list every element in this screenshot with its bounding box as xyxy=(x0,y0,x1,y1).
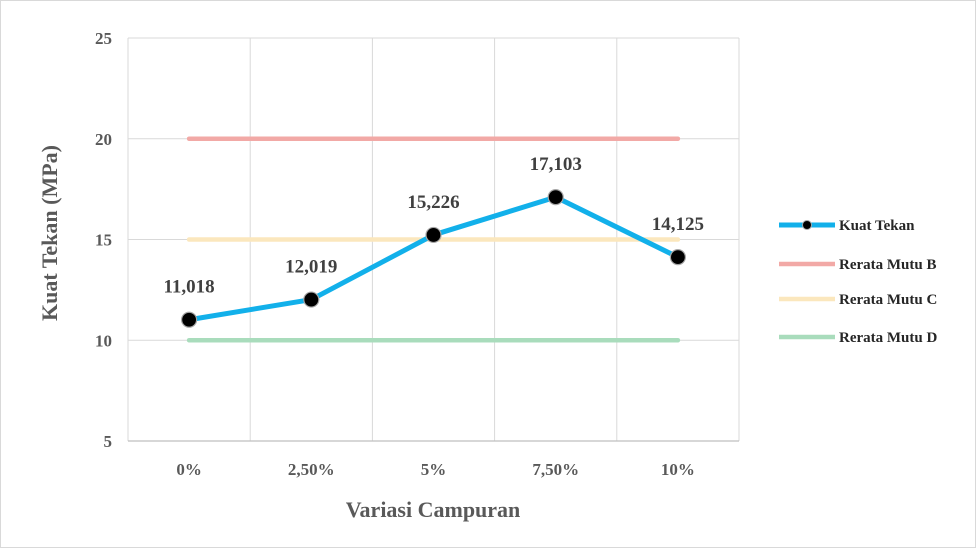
y-tick-label: 20 xyxy=(95,130,112,149)
x-tick-label: 7,50% xyxy=(532,460,579,479)
data-label: 14,125 xyxy=(652,214,704,235)
data-label: 15,226 xyxy=(407,192,459,213)
y-tick-label: 15 xyxy=(95,231,112,250)
legend-entry: Rerata Mutu D xyxy=(779,330,937,346)
legend-label: Rerata Mutu C xyxy=(839,292,937,308)
x-tick-label: 0% xyxy=(176,460,202,479)
data-point-marker xyxy=(425,226,442,244)
data-point-marker xyxy=(547,189,564,206)
x-axis-title: Variasi Campuran xyxy=(346,497,521,522)
data-label: 11,018 xyxy=(163,277,214,298)
tick-labels: 5 10 15 20 25 0% 2,50% 5% 7,50% 10% xyxy=(95,29,695,479)
legend-label: Rerata Mutu D xyxy=(839,330,937,346)
x-tick-label: 10% xyxy=(661,460,695,479)
data-point-marker xyxy=(303,291,320,308)
series-line-kuat-tekan xyxy=(186,194,681,323)
y-tick-label: 10 xyxy=(95,331,112,350)
data-label: 12,019 xyxy=(285,257,337,278)
legend-entry: Rerata Mutu C xyxy=(779,292,937,308)
y-tick-label: 25 xyxy=(95,29,112,48)
legend-entry: Kuat Tekan xyxy=(779,218,915,234)
data-point-marker xyxy=(181,311,198,328)
y-axis-title: Kuat Tekan (MPa) xyxy=(37,145,62,321)
series-markers xyxy=(181,189,687,328)
x-tick-label: 2,50% xyxy=(288,460,335,479)
legend: Kuat Tekan Rerata Mutu B Rerata Mutu C Rera… xyxy=(779,218,937,346)
legend-label: Rerata Mutu B xyxy=(839,257,937,273)
legend-label: Kuat Tekan xyxy=(839,218,915,234)
data-point-marker xyxy=(669,249,687,266)
data-label: 17,103 xyxy=(530,154,582,175)
legend-entry: Rerata Mutu B xyxy=(779,257,937,273)
data-labels: 11,018 12,019 15,226 17,103 14,125 xyxy=(163,154,704,298)
y-tick-label: 5 xyxy=(104,432,113,451)
x-tick-label: 5% xyxy=(421,460,447,479)
legend-marker xyxy=(802,220,812,230)
